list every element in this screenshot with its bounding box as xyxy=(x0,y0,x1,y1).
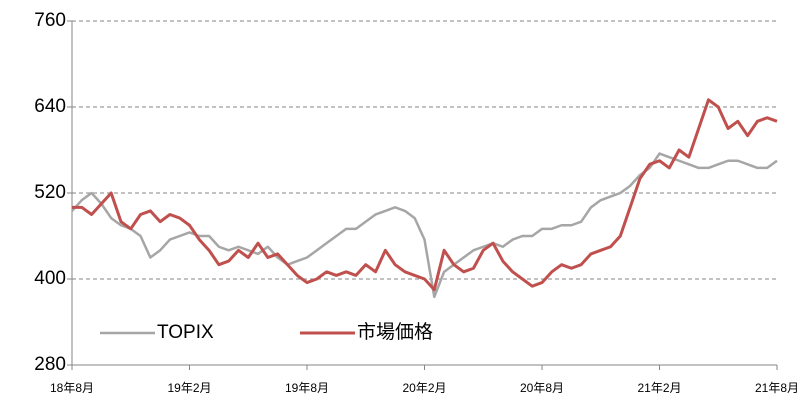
x-tick-label: 20年2月 xyxy=(402,381,446,395)
y-tick-label: 280 xyxy=(34,354,66,375)
x-tick-label: 19年8月 xyxy=(285,381,329,395)
y-tick-label: 760 xyxy=(34,10,66,31)
y-tick-label: 520 xyxy=(34,182,66,203)
x-tick-label: 21年8月 xyxy=(755,381,799,395)
x-tick-label: 20年8月 xyxy=(520,381,564,395)
y-tick-label: 640 xyxy=(34,96,66,117)
legend-label: TOPIX xyxy=(157,322,214,343)
series-line xyxy=(71,152,778,299)
x-tick-label: 19年2月 xyxy=(167,381,211,395)
x-tick-label: 18年8月 xyxy=(50,381,94,395)
x-tick-label: 21年2月 xyxy=(637,381,681,395)
series-line xyxy=(72,98,778,292)
legend-label: 市場価格 xyxy=(357,321,433,343)
y-tick-label: 400 xyxy=(34,268,66,289)
